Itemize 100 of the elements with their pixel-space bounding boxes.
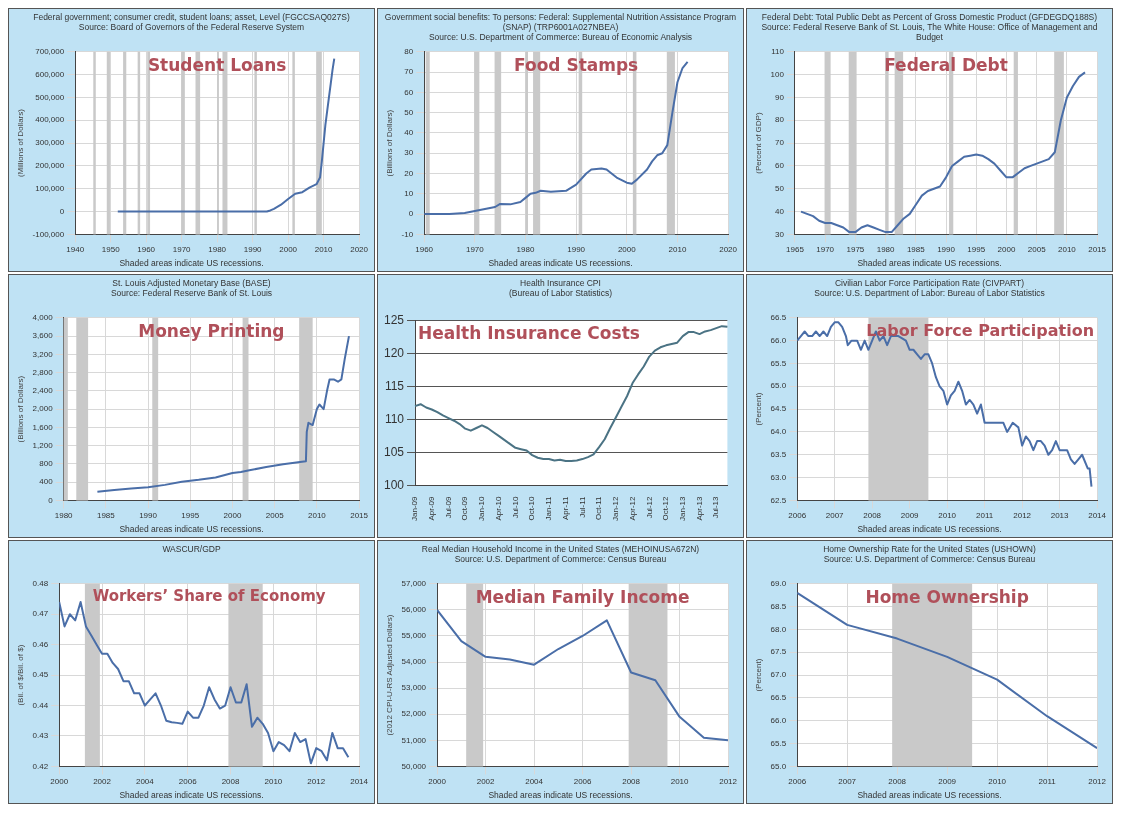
x-tick-label: 2012: [719, 777, 738, 787]
y-tick-label: -100,000: [32, 229, 65, 239]
y-tick-label: 66.5: [770, 693, 787, 703]
y-tick-label: 0: [48, 495, 54, 505]
chart-title: Civilian Labor Force Participation Rate (CIVPART): [833, 278, 1026, 288]
x-tick-label: Jul-13: [711, 496, 721, 519]
y-tick-label: 68.0: [770, 624, 787, 634]
y-tick-label: 400,000: [35, 115, 65, 125]
y-tick-label: 0.45: [32, 670, 49, 680]
x-tick-label: 1995: [967, 245, 986, 255]
x-tick-label: 2010: [1057, 245, 1077, 255]
x-tick-label: 1990: [567, 245, 586, 255]
x-tick-label: 2015: [350, 511, 369, 521]
x-tick-label: 1985: [96, 511, 116, 521]
y-tick-label: 64.0: [770, 427, 787, 437]
x-tick-label: Oct-11: [594, 496, 604, 520]
annotation: Median Family Income: [475, 586, 690, 607]
x-tick-label: 2008: [888, 777, 907, 787]
x-tick-label: 2007: [825, 511, 845, 521]
y-tick-label: 700,000: [35, 47, 65, 56]
x-tick-label: Apr-09: [426, 495, 436, 521]
y-tick-label: 2,000: [32, 404, 54, 414]
y-tick-label: 100: [770, 69, 785, 79]
annotation: Health Insurance Costs: [418, 323, 640, 344]
y-tick-label: 600,000: [35, 69, 65, 79]
y-tick-label: 67.0: [770, 670, 787, 680]
y-tick-label: 100,000: [35, 183, 65, 193]
y-tick-label: 53,000: [401, 683, 427, 693]
x-tick-label: 1990: [937, 245, 956, 255]
y-tick-label: 110: [771, 47, 785, 56]
y-tick-label: 1,600: [32, 422, 54, 432]
x-tick-label: Jul-12: [644, 496, 654, 519]
x-tick-label: 2000: [279, 245, 298, 255]
chart-subtitle: Source: U.S. Department of Labor: Bureau of Labor Statistics: [813, 288, 1046, 298]
x-tick-label: 1970: [465, 245, 485, 255]
x-tick-label: 2006: [573, 777, 593, 787]
x-tick-label: 2000: [428, 777, 447, 787]
x-tick-label: 1985: [906, 245, 926, 255]
x-tick-label: 2009: [900, 511, 920, 521]
x-tick-label: Jan-11: [544, 496, 554, 521]
y-tick-label: 0.48: [32, 579, 49, 588]
y-tick-label: 80: [775, 115, 785, 125]
y-tick-label: 50,000: [401, 761, 427, 771]
x-tick-label: 2013: [1050, 511, 1070, 521]
y-tick-label: 67.5: [770, 647, 787, 657]
y-tick-label: 300,000: [35, 138, 65, 148]
chart-subtitle: Source: U.S. Department of Commerce: Census Bureau: [453, 554, 668, 564]
y-tick-label: 90: [775, 92, 785, 102]
x-tick-label: 1950: [101, 245, 121, 255]
y-tick-label: 70: [775, 138, 785, 148]
y-tick-label: 2,800: [32, 367, 54, 377]
x-tick-label: 1980: [208, 245, 227, 255]
x-tick-label: Apr-13: [694, 495, 704, 521]
x-tick-label: Jan-10: [477, 496, 487, 522]
y-tick-label: 50: [775, 183, 785, 193]
x-tick-label: 2010: [264, 777, 283, 787]
x-tick-label: Jul-09: [443, 496, 453, 519]
x-tick-label: 2002: [476, 777, 496, 787]
annotation: Labor Force Participation: [866, 320, 1095, 340]
x-tick-label: 2020: [350, 245, 369, 255]
y-tick-label: 63.5: [770, 449, 787, 459]
x-tick-label: 1940: [66, 245, 85, 255]
y-tick-label: -10: [401, 229, 414, 239]
y-tick-label: 30: [775, 229, 785, 239]
y-axis-title: (Percent): [754, 392, 763, 426]
x-tick-label: 2005: [1027, 245, 1047, 255]
x-tick-label: 1960: [415, 245, 434, 255]
x-tick-label: 1965: [786, 245, 805, 255]
y-tick-label: 0.46: [32, 639, 49, 649]
x-tick-label: 2010: [668, 245, 687, 255]
y-tick-label: 0.44: [32, 700, 49, 710]
y-tick-label: 63.0: [770, 472, 787, 482]
y-tick-label: 70: [404, 67, 414, 77]
y-tick-label: 60: [404, 87, 414, 97]
y-tick-label: 800: [39, 459, 54, 469]
y-tick-label: 51,000: [401, 735, 427, 745]
x-tick-label: 1960: [137, 245, 156, 255]
x-tick-label: 2014: [1088, 511, 1107, 521]
chart-subtitle: Source: U.S. Department of Commerce: Bureau of Economic Analysis: [427, 32, 694, 42]
chart-subtitle: Source: Federal Reserve Bank of St. Louis, The White House: Office of Management and Budget: [760, 22, 1099, 42]
x-tick-label: 1980: [876, 245, 896, 255]
y-tick-label: 50: [404, 107, 414, 117]
chart-title: Home Ownership Rate for the United States (USHOWN): [822, 544, 1037, 554]
y-tick-label: 20: [404, 168, 414, 178]
x-tick-label: 2009: [938, 777, 957, 787]
y-tick-label: 65.5: [770, 738, 787, 748]
y-tick-label: 110: [384, 411, 405, 426]
x-tick-label: 2012: [307, 777, 326, 787]
x-tick-label: 2015: [1088, 245, 1107, 255]
y-tick-label: 56,000: [401, 605, 427, 615]
text: Shaded areas indicate US recessions.: [487, 790, 634, 800]
y-tick-label: 54,000: [401, 657, 427, 667]
text: Shaded areas indicate US recessions.: [487, 258, 634, 268]
y-tick-label: 0: [59, 206, 65, 216]
x-tick-label: 2020: [719, 245, 738, 255]
y-tick-label: 400: [39, 477, 54, 487]
y-tick-label: 66.0: [770, 715, 787, 725]
annotation: Federal Debt: [884, 54, 1008, 75]
y-tick-label: 66.5: [770, 313, 787, 322]
text: Shaded areas indicate US recessions.: [118, 258, 265, 268]
